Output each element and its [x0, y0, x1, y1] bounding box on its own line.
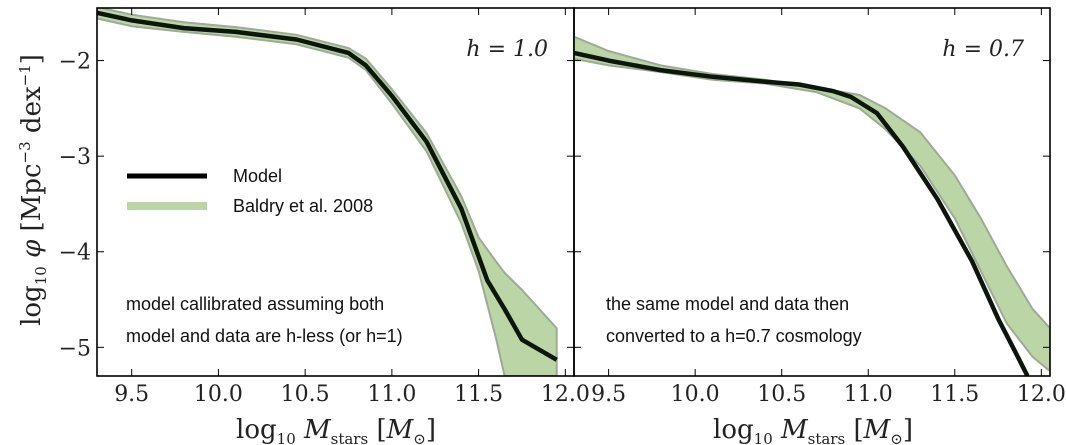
- legend-label-baldry: Baldry et al. 2008: [233, 196, 373, 216]
- left-xtick-label: 10.5: [281, 382, 330, 407]
- legend: Model Baldry et al. 2008: [127, 166, 373, 216]
- left-xtick-label: 11.5: [454, 382, 503, 407]
- left-xtick-label: 11.0: [367, 382, 416, 407]
- x-axis-title-right: log10 Mstars [M⊙]: [713, 415, 913, 445]
- left-xtick-label: 9.5: [114, 382, 149, 407]
- ytick-label: −4: [59, 241, 91, 266]
- right-note-line-2: converted to a h=0.7 cosmology: [606, 326, 862, 346]
- left-h-annotation: h = 1.0: [466, 37, 548, 62]
- right-xtick-label: 10.5: [757, 382, 806, 407]
- panel-right: 9.5 10.0 10.5 11.0 11.5 12.0 h = 0.7 the same…: [573, 7, 1066, 407]
- left-ticks: 9.5 10.0 10.5 11.0 11.5 12.0 −2 −3 −4 −5: [59, 8, 590, 407]
- legend-label-model: Model: [233, 166, 282, 186]
- left-xtick-label: 10.0: [194, 382, 243, 407]
- left-band-layer: [97, 8, 558, 376]
- right-h-annotation: h = 0.7: [942, 37, 1024, 62]
- right-xtick-label: 12.0: [1017, 382, 1066, 407]
- left-note-line-2: model and data are h-less (or h=1): [126, 326, 403, 346]
- left-line-layer: [97, 10, 558, 362]
- left-model-line: [97, 10, 558, 362]
- right-note-line-1: the same model and data then: [606, 294, 849, 314]
- right-axes-frame: [573, 7, 1051, 377]
- y-axis-title: log10 φ [Mpc−3 dex−1]: [16, 54, 50, 326]
- left-baldry-band: [97, 8, 558, 376]
- right-xtick-label: 11.0: [844, 382, 893, 407]
- left-xtick-label: 12.0: [541, 382, 590, 407]
- right-model-line: [574, 50, 1030, 376]
- right-xtick-label: 10.0: [671, 382, 720, 407]
- right-xtick-label: 11.5: [930, 382, 979, 407]
- ytick-label: −2: [59, 50, 91, 75]
- panel-left: 9.5 10.0 10.5 11.0 11.5 12.0−2−3−4−5 h = 1.0 …: [59, 7, 590, 407]
- x-axis-title-left: log10 Mstars [M⊙]: [236, 415, 436, 445]
- right-line-layer: [574, 50, 1030, 376]
- right-ticks: 9.5 10.0 10.5 11.0 11.5 12.0: [574, 8, 1066, 407]
- ytick-label: −3: [59, 145, 91, 170]
- ytick-label: −5: [59, 336, 91, 361]
- right-xtick-label: 9.5: [591, 382, 626, 407]
- left-note-line-1: model callibrated assuming both: [126, 294, 384, 314]
